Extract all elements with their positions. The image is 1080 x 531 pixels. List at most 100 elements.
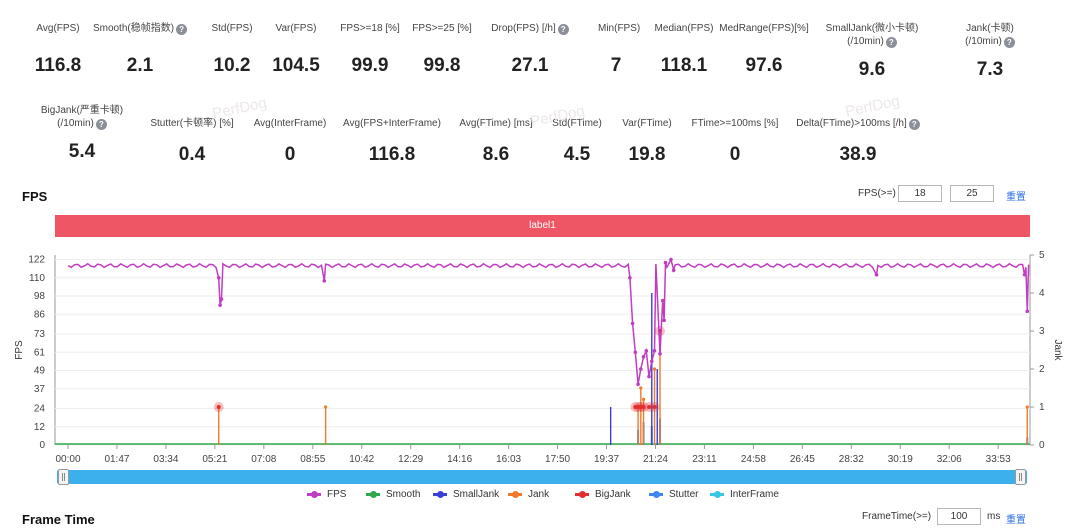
x-tick-label: 33:53 [986, 454, 1011, 465]
x-tick-label: 32:06 [937, 454, 962, 465]
legend-item-smalljank[interactable]: SmallJank [433, 489, 499, 500]
stat-label-text: FTime>=100ms [%] [691, 118, 779, 129]
y2-tick-label: 4 [1039, 288, 1045, 299]
y2-tick-label: 0 [1039, 440, 1045, 451]
legend-item-fps[interactable]: FPS [307, 489, 346, 500]
bigjank-point [638, 405, 643, 409]
fps-point [671, 268, 676, 273]
x-tick-label: 08:55 [300, 454, 325, 465]
help-icon[interactable]: ? [1003, 37, 1015, 48]
y-tick-label: 24 [34, 404, 46, 415]
help-icon[interactable]: ? [95, 119, 107, 130]
stat-label-unit: (/10min) [847, 36, 884, 47]
stat-value: 7.3 [976, 59, 1004, 80]
y-tick-label: 37 [34, 384, 46, 395]
legend-item-jank[interactable]: Jank [508, 489, 549, 500]
stat-card: Std(FPS) 10.2 [204, 22, 260, 77]
stat-card: Min(FPS) 7 [598, 22, 640, 77]
stat-label-text: Stutter(卡顿率) [%] [150, 118, 234, 129]
legend-item-stutter[interactable]: Stutter [649, 489, 698, 500]
help-icon[interactable]: ? [908, 119, 920, 130]
slider-right-handle[interactable] [1015, 469, 1026, 485]
legend-label: Stutter [669, 489, 699, 500]
legend-label: Jank [528, 489, 550, 500]
fps-point [628, 276, 632, 280]
fps-point [639, 367, 643, 371]
stat-label: FPS>=18 [%] [340, 22, 400, 35]
stat-label: FPS>=25 [%] [412, 22, 472, 35]
time-range-slider[interactable] [57, 469, 1027, 485]
frametime-unit: ms [987, 511, 1001, 522]
legend-item-smooth[interactable]: Smooth [366, 489, 420, 500]
help-icon[interactable]: ? [885, 37, 897, 48]
legend-label: BigJank [595, 489, 631, 500]
label-bar[interactable]: label1 [55, 215, 1030, 237]
fps-point [660, 298, 665, 303]
stat-label: FTime>=100ms [%] [685, 117, 785, 130]
fps-threshold-label: FPS(>=) [858, 188, 896, 199]
stat-label-text: MedRange(FPS)[%] [719, 23, 809, 34]
y-tick-label: 86 [34, 309, 46, 320]
x-tick-label: 24:58 [741, 454, 766, 465]
y-tick-label: 98 [34, 291, 46, 302]
slider-left-handle[interactable] [58, 469, 69, 485]
bigjank-point [652, 405, 657, 409]
stat-value: 19.8 [628, 144, 666, 165]
stat-label-text: Std(FTime) [552, 118, 602, 129]
help-icon[interactable]: ? [176, 24, 188, 35]
bigjank-halo [655, 326, 665, 336]
y-tick-label: 73 [34, 329, 46, 340]
stat-label-text: Min(FPS) [598, 23, 641, 34]
bigjank-point [658, 329, 662, 333]
stat-label: Avg(FPS+InterFrame) [337, 117, 447, 130]
fps-point [1025, 309, 1030, 314]
frametime-reset-link[interactable]: 重置 [1006, 515, 1026, 526]
legend-item-interframe[interactable]: InterFrame [710, 489, 779, 500]
stat-label-text: Median(FPS) [654, 23, 714, 34]
frametime-threshold-label: FrameTime(>=) [862, 511, 932, 522]
stat-label-text: Avg(InterFrame) [253, 118, 327, 129]
stat-value: 97.6 [745, 55, 783, 76]
legend-swatch [575, 491, 589, 498]
stat-card: Var(FTime) 19.8 [617, 117, 677, 166]
stat-value: 99.9 [351, 55, 389, 76]
stat-label: SmallJank(微小卡顿) (/10min)? [817, 22, 927, 48]
y2-tick-label: 5 [1039, 250, 1045, 261]
fps-threshold-input-1[interactable]: 18 [898, 185, 942, 202]
frametime-threshold-input[interactable]: 100 [937, 508, 981, 525]
stat-value: 27.1 [511, 55, 549, 76]
x-tick-label: 07:08 [251, 454, 276, 465]
legend-item-bigjank[interactable]: BigJank [575, 489, 631, 500]
legend-label: FPS [327, 489, 347, 500]
stat-card: Var(FPS) 104.5 [268, 22, 324, 77]
stat-label-text: Avg(FPS) [36, 23, 80, 34]
stat-label-text: Var(FTime) [622, 118, 672, 129]
stat-value: 118.1 [660, 55, 708, 76]
fps-reset-link[interactable]: 重置 [1006, 192, 1026, 203]
x-tick-label: 00:00 [55, 454, 80, 465]
stat-value: 0 [729, 144, 741, 165]
help-icon[interactable]: ? [557, 24, 569, 35]
stat-label-unit: (/10min) [57, 118, 94, 129]
stat-card: FPS>=18 [%] 99.9 [340, 22, 400, 77]
x-tick-label: 23:11 [692, 454, 717, 465]
stat-label-text: Avg(FTime) [ms] [459, 118, 533, 129]
jank-point [636, 405, 640, 409]
fps-point [322, 279, 327, 283]
bigjank-halo [633, 402, 644, 412]
stat-label: Var(FTime) [617, 117, 677, 130]
bigjank-halo [213, 402, 224, 412]
x-tick-label: 21:24 [643, 454, 668, 465]
jank-point [1025, 405, 1029, 409]
stat-value: 116.8 [368, 144, 416, 165]
stat-label-text: Delta(FTime)>100ms [/h] [796, 118, 907, 129]
stat-label-text: Smooth(稳帧指数) [92, 23, 175, 34]
bigjank-halo [630, 402, 641, 412]
fps-threshold-input-2[interactable]: 25 [950, 185, 994, 202]
bigjank-point [641, 405, 646, 409]
stat-card: Avg(FPS+InterFrame) 116.8 [337, 117, 447, 166]
y2-tick-label: 3 [1039, 326, 1045, 337]
x-tick-label: 30:19 [888, 454, 913, 465]
fps-point [649, 359, 654, 364]
fps-point [644, 348, 649, 353]
